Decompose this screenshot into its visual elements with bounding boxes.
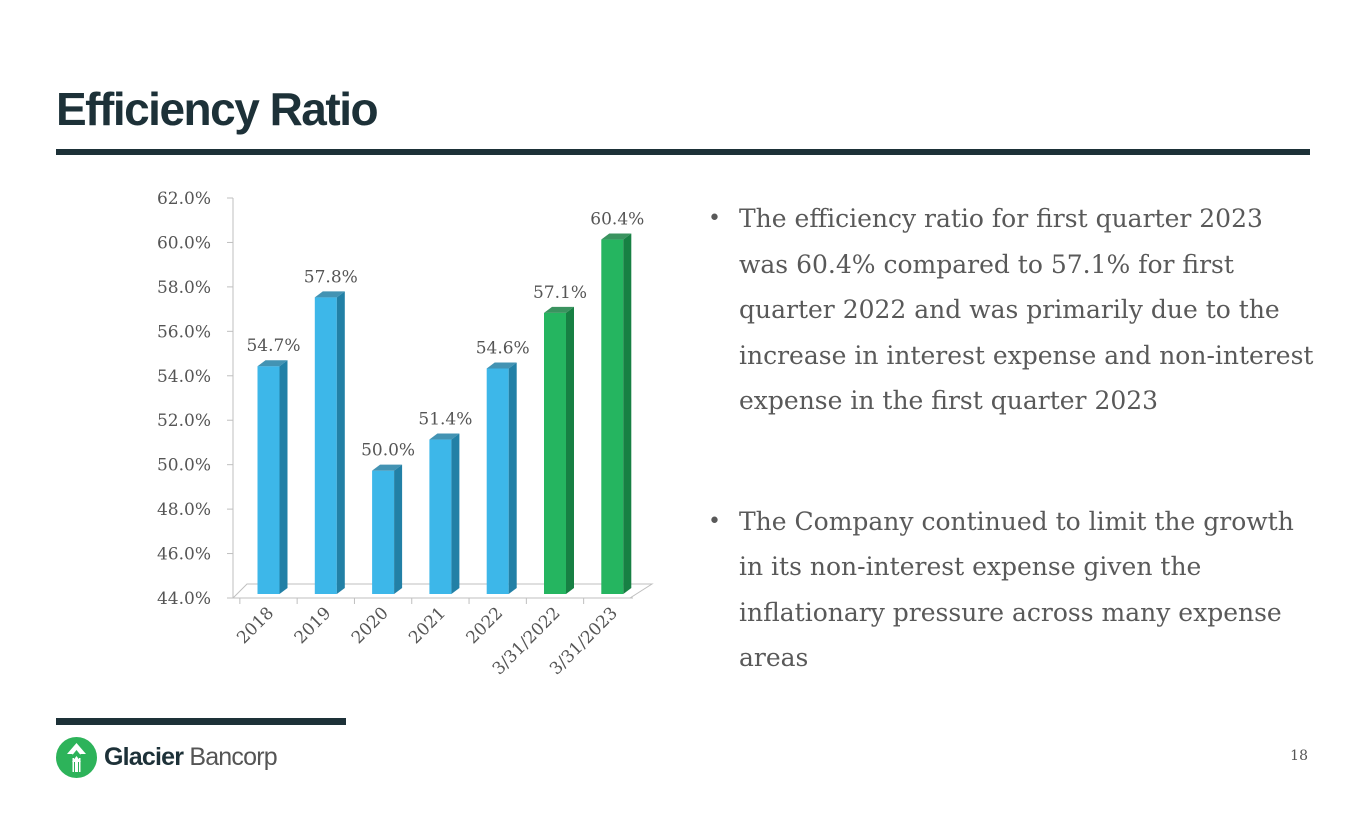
bar-front	[601, 239, 624, 595]
bar-side	[336, 291, 345, 594]
footer-divider	[56, 718, 346, 725]
title-divider	[56, 149, 1310, 155]
bullet-text: The Company continued to limit the growt…	[739, 506, 1294, 673]
data-label: 57.1%	[533, 283, 587, 303]
efficiency-ratio-chart: 44.0% 46.0% 48.0% 50.0% 52.0% 54.0% 56.0% 58.0%…	[157, 189, 654, 679]
bar-top	[429, 433, 460, 440]
bullet-item: • The efficiency ratio for first quarter…	[708, 196, 1318, 424]
bar-front	[314, 297, 337, 594]
bar	[257, 360, 288, 594]
x-category-label: 2022	[463, 603, 508, 648]
bar-side	[394, 464, 403, 594]
bullet-dot: •	[708, 206, 721, 231]
bar-front	[544, 312, 566, 594]
y-tick-label: 46.0%	[157, 545, 211, 565]
bullet-item: • The Company continued to limit the gro…	[708, 499, 1318, 681]
company-name: Glacier Bancorp	[104, 742, 278, 772]
page-title: Efficiency Ratio	[56, 83, 379, 135]
bar-front	[257, 366, 280, 594]
x-category-label: 2018	[233, 603, 278, 648]
x-category-label: 2021	[405, 603, 450, 648]
bar-side	[279, 360, 288, 594]
company-name-strong: Glacier	[104, 742, 184, 771]
bar-front	[372, 470, 395, 594]
bullet-dot: •	[708, 508, 721, 534]
data-label: 54.7%	[246, 336, 300, 356]
bar	[429, 433, 460, 594]
x-category-label: 2019	[291, 603, 336, 648]
data-label: 51.4%	[418, 410, 472, 430]
company-logo: Glacier Bancorp	[56, 736, 278, 778]
bar-front	[429, 439, 452, 594]
bar-top	[486, 362, 517, 369]
bar-top	[544, 306, 574, 313]
y-tick-label: 56.0%	[157, 322, 211, 342]
data-label: 60.4%	[590, 210, 644, 230]
data-label: 57.8%	[304, 267, 358, 287]
y-tick-label: 54.0%	[157, 367, 211, 387]
y-tick-label: 52.0%	[157, 411, 211, 431]
y-tick-label: 50.0%	[157, 456, 211, 476]
data-label: 54.6%	[476, 338, 530, 358]
bar-side	[566, 306, 574, 594]
bar	[601, 233, 632, 595]
bar-top	[601, 233, 632, 240]
company-name-light: Bancorp	[183, 742, 277, 771]
bar	[486, 362, 517, 594]
y-tick-label: 62.0%	[157, 189, 211, 209]
bar-side	[623, 233, 632, 595]
page-number: 18	[1290, 748, 1308, 764]
x-category-label: 2020	[348, 603, 393, 648]
bar-side	[451, 433, 460, 594]
glacier-bancorp-logo-icon	[56, 736, 97, 778]
bar-top	[314, 291, 345, 298]
bar	[544, 306, 574, 594]
bar	[314, 291, 345, 594]
bar-front	[486, 368, 509, 594]
bar-side	[508, 362, 517, 594]
y-tick-label: 58.0%	[157, 278, 211, 298]
bullet-text: The efficiency ratio for first quarter 2…	[739, 204, 1314, 415]
bar	[372, 464, 403, 594]
y-tick-label: 44.0%	[157, 589, 211, 609]
bullet-list: • The efficiency ratio for first quarter…	[708, 196, 1318, 681]
y-tick-label: 48.0%	[157, 500, 211, 520]
data-label: 50.0%	[361, 441, 415, 461]
y-tick-label: 60.0%	[157, 233, 211, 253]
bar-top	[372, 464, 403, 471]
bar-top	[257, 360, 288, 367]
